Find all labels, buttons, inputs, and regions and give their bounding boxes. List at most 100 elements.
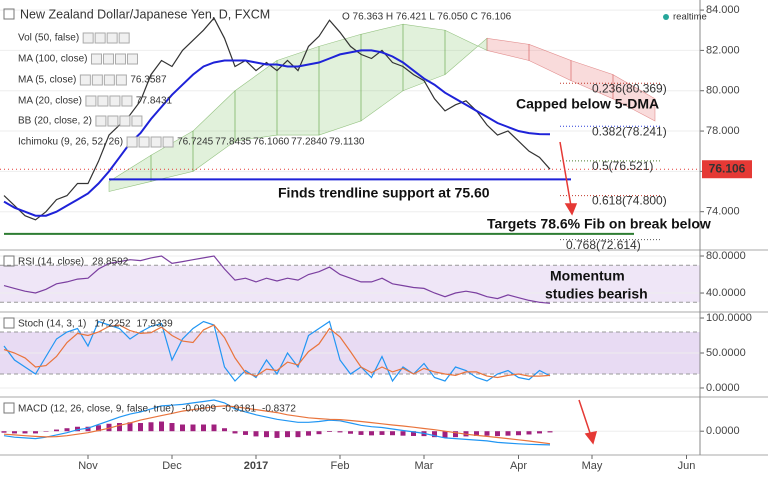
series-line <box>3 255 551 304</box>
legend-icon[interactable] <box>106 32 118 44</box>
legend-icon[interactable] <box>97 95 109 107</box>
histogram-bar <box>148 422 154 432</box>
histogram-bar <box>295 431 301 438</box>
histogram-bar <box>474 431 479 436</box>
histogram-bar <box>411 431 416 436</box>
arrow <box>559 141 572 207</box>
series-line <box>3 49 551 217</box>
histogram-bar <box>327 431 332 432</box>
histogram-bar <box>180 424 185 432</box>
collapse-icon[interactable] <box>3 8 15 20</box>
histogram-bar <box>85 426 91 432</box>
histogram-bar <box>253 431 259 437</box>
legend-icon[interactable] <box>103 74 115 86</box>
legend-value: 76.1060 <box>253 137 290 148</box>
fib-label: 0.382(78.241) <box>592 124 667 138</box>
panel-readout: 17.2252 <box>94 319 131 330</box>
legend-icon[interactable] <box>91 74 103 86</box>
legend-icon[interactable] <box>94 32 106 44</box>
histogram-bar <box>306 431 311 436</box>
histogram-bar <box>22 431 28 434</box>
histogram-bar <box>264 431 269 438</box>
histogram-bar <box>232 431 238 434</box>
y-tick-label: 50.0000 <box>706 347 746 359</box>
y-tick-label: 0.0000 <box>706 382 740 394</box>
series-line <box>3 405 551 445</box>
x-tick-label: Dec <box>162 460 182 472</box>
legend-icon[interactable] <box>126 53 138 65</box>
histogram-bar <box>117 423 122 432</box>
series-line <box>3 17 551 221</box>
histogram-bar <box>337 431 343 433</box>
legend-icon[interactable] <box>162 136 174 148</box>
legend-icon[interactable] <box>150 136 162 148</box>
legend-icon[interactable] <box>95 115 107 127</box>
legend-icon[interactable] <box>90 53 102 65</box>
panel-title: RSI (14, close) <box>18 257 84 268</box>
histogram-bar <box>400 431 406 436</box>
annotation: studies bearish <box>545 286 648 302</box>
x-tick-label: 2017 <box>244 460 268 472</box>
histogram-bar <box>106 423 112 432</box>
legend-icon[interactable] <box>109 95 121 107</box>
legend-icon[interactable] <box>138 136 150 148</box>
legend-icon[interactable] <box>115 74 127 86</box>
arrow-head <box>564 203 578 216</box>
legend-icon[interactable] <box>119 115 131 127</box>
arrows <box>559 141 598 445</box>
histogram-bar <box>432 431 437 438</box>
histogram-bar <box>243 431 248 435</box>
legend-icon[interactable] <box>121 95 133 107</box>
series-line <box>3 320 551 383</box>
legend-icon[interactable] <box>107 115 119 127</box>
legend-label: MA (5, close) <box>18 75 76 86</box>
panel-title: Stoch (14, 3, 1) <box>18 319 86 330</box>
panel-readout: 28.8592 <box>92 257 129 268</box>
legend-icon[interactable] <box>126 136 138 148</box>
panel-readout: -0.8372 <box>262 404 296 415</box>
cloud <box>276 45 320 136</box>
legend-label: Ichimoku (9, 26, 52, 26) <box>18 137 123 148</box>
histogram-bar <box>274 431 280 438</box>
legend-value: 79.1130 <box>329 137 365 148</box>
legend-icon[interactable] <box>114 53 126 65</box>
legend-value: 76.3587 <box>130 75 167 86</box>
histogram-bar <box>75 426 80 432</box>
histogram-bar <box>169 423 175 432</box>
legend-icon[interactable] <box>118 32 130 44</box>
legend-icon[interactable] <box>85 95 97 107</box>
panel-readout: 17.9339 <box>137 319 174 330</box>
histogram-bar <box>495 431 500 437</box>
legend-icon[interactable] <box>79 74 91 86</box>
y-tick-label: 74.000 <box>706 206 740 218</box>
fib-label: 0.236(80.369) <box>592 81 667 95</box>
last-price-tag <box>702 160 752 179</box>
y-tick-label: 82.000 <box>706 44 740 56</box>
fib-label: 0.768(72.614) <box>566 238 641 252</box>
collapse-icon[interactable] <box>3 402 15 414</box>
collapse-icon[interactable] <box>3 255 15 267</box>
histogram-bar <box>222 428 227 432</box>
collapse-icon[interactable] <box>3 317 15 329</box>
legend-label: MA (20, close) <box>18 96 82 107</box>
legend-value: 77.8435 <box>215 137 252 148</box>
panel-title: MACD (12, 26, close, 9, false, true) <box>18 404 174 415</box>
annotation: Capped below 5-DMA <box>516 96 659 112</box>
x-tick-label: Mar <box>415 460 434 472</box>
legend-icon[interactable] <box>131 115 143 127</box>
y-tick-label: 80.0000 <box>706 250 746 262</box>
x-tick-label: Feb <box>331 460 350 472</box>
histogram-bar <box>127 422 133 432</box>
y-tick-label: 40.0000 <box>706 287 746 299</box>
status: realtime <box>673 12 707 23</box>
fib-label: 0.5(76.521) <box>592 159 653 173</box>
histogram-bar <box>1 431 7 433</box>
series-line <box>3 324 551 379</box>
histogram-bar <box>64 428 70 432</box>
legend-icon[interactable] <box>102 53 114 65</box>
legend-icon[interactable] <box>82 32 94 44</box>
panel-readout: -0.9181 <box>222 404 256 415</box>
histogram-bar <box>201 424 206 432</box>
